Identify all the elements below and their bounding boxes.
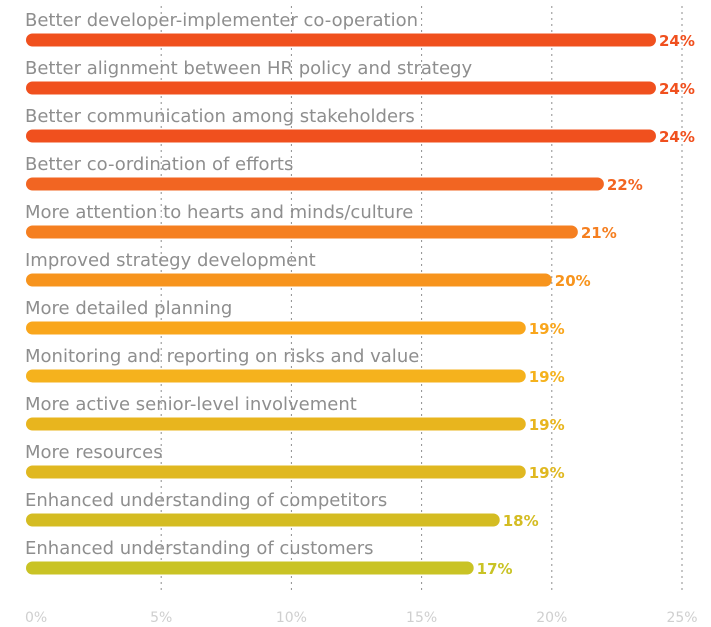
category-label: Improved strategy development — [25, 250, 316, 271]
x-tick-label: 15% — [406, 610, 437, 626]
value-label: 19% — [529, 416, 565, 434]
category-label: Better communication among stakeholders — [25, 106, 415, 127]
bar — [26, 369, 526, 383]
bar — [26, 33, 656, 47]
bar — [26, 465, 526, 479]
value-label: 24% — [659, 80, 695, 98]
category-label: More attention to hearts and minds/cultu… — [25, 202, 413, 223]
bar — [26, 177, 604, 191]
x-tick-label: 10% — [276, 610, 307, 626]
category-label: Better alignment between HR policy and s… — [25, 58, 472, 79]
value-label: 24% — [659, 128, 695, 146]
bar — [26, 273, 552, 287]
bar — [26, 417, 526, 431]
value-label: 19% — [529, 368, 565, 386]
category-label: Enhanced understanding of competitors — [25, 490, 387, 511]
category-label: More active senior-level involvement — [25, 394, 357, 415]
bar — [26, 81, 656, 95]
bar — [26, 561, 474, 575]
value-label: 22% — [607, 176, 643, 194]
category-label: More resources — [25, 442, 163, 463]
bar — [26, 225, 578, 239]
value-label: 19% — [529, 320, 565, 338]
value-label: 24% — [659, 32, 695, 50]
x-tick-label: 0% — [25, 610, 47, 626]
bar — [26, 129, 656, 143]
category-label: Enhanced understanding of customers — [25, 538, 374, 559]
category-label: More detailed planning — [25, 298, 232, 319]
bar — [26, 321, 526, 335]
value-label: 18% — [503, 512, 539, 530]
x-axis-ticks: 0% 5% 10% 15% 20% 25% — [25, 610, 698, 626]
label-layer: Better developer-implementer co-operatio… — [25, 10, 695, 578]
value-label: 20% — [555, 272, 591, 290]
value-label: 21% — [581, 224, 617, 242]
value-label: 19% — [529, 464, 565, 482]
bar — [26, 513, 500, 527]
bar-layer — [26, 33, 656, 575]
x-tick-label: 25% — [666, 610, 697, 626]
category-label: Better developer-implementer co-operatio… — [25, 10, 418, 31]
category-label: Better co-ordination of efforts — [25, 154, 293, 175]
category-label: Monitoring and reporting on risks and va… — [25, 346, 419, 367]
grid-layer — [160, 6, 683, 592]
x-tick-label: 5% — [150, 610, 172, 626]
x-tick-label: 20% — [536, 610, 567, 626]
value-label: 17% — [477, 560, 513, 578]
